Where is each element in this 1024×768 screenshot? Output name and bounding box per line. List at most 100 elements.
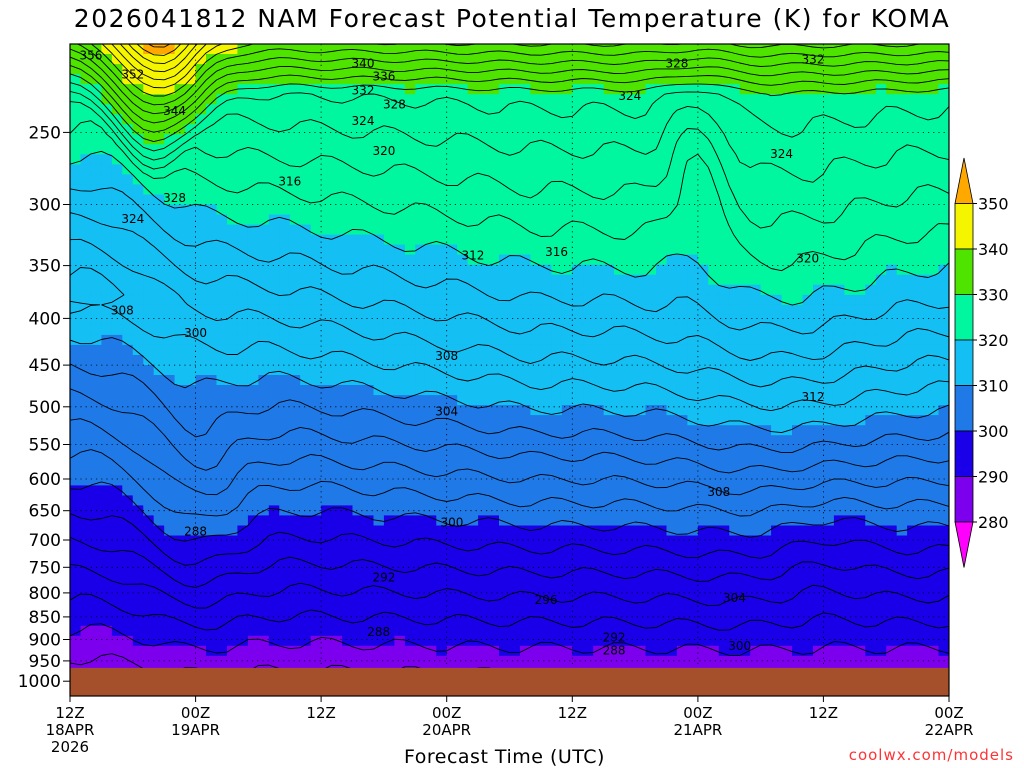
heat-cell: [572, 154, 584, 166]
heat-cell: [111, 635, 124, 647]
heat-cell: [656, 595, 668, 607]
heat-cell: [708, 74, 720, 85]
heat-cell: [771, 605, 783, 617]
heat-cell: [310, 284, 323, 296]
heat-cell: [70, 625, 82, 637]
heat-cell: [624, 435, 636, 447]
heat-cell: [174, 84, 186, 95]
heat-cell: [101, 344, 113, 356]
heat-cell: [425, 184, 438, 196]
heat-cell: [342, 64, 354, 75]
heat-cell: [164, 164, 176, 176]
heat-cell: [645, 74, 657, 85]
heat-cell: [404, 535, 417, 547]
heat-cell: [614, 304, 626, 316]
heat-cell: [404, 425, 417, 437]
heat-cell: [781, 324, 793, 336]
heat-cell: [436, 455, 448, 467]
heat-cell: [415, 344, 427, 356]
heat-cell: [551, 375, 563, 386]
heat-cell: [802, 324, 814, 336]
heat-cell: [132, 274, 145, 286]
heat-cell: [206, 385, 218, 396]
heat-cell: [331, 355, 343, 366]
heat-cell: [478, 435, 490, 447]
heat-cell: [153, 54, 166, 65]
heat-cell: [289, 645, 302, 657]
heat-cell: [185, 505, 197, 517]
heat-cell: [865, 465, 877, 477]
heat-cell: [635, 314, 647, 326]
heat-cell: [415, 214, 427, 226]
heat-cell: [206, 495, 218, 507]
heat-cell: [457, 144, 469, 156]
heat-cell: [90, 355, 103, 366]
heat-cell: [404, 365, 417, 376]
heat-cell: [844, 184, 856, 196]
heat-cell: [666, 425, 678, 437]
heat-cell: [540, 465, 553, 477]
heat-cell: [363, 84, 375, 95]
heat-cell: [614, 134, 626, 146]
heat-cell: [781, 84, 793, 95]
heat-cell: [195, 294, 207, 306]
heat-cell: [122, 375, 134, 386]
heat-cell: [321, 204, 333, 216]
heat-cell: [383, 515, 396, 527]
heat-cell: [509, 254, 521, 266]
heat-cell: [363, 224, 375, 236]
heat-cell: [383, 204, 396, 216]
heat-cell: [844, 565, 856, 577]
heat-cell: [70, 264, 82, 276]
heat-cell: [310, 124, 323, 136]
heat-cell: [216, 214, 228, 226]
heat-cell: [666, 154, 678, 166]
heat-cell: [153, 525, 166, 537]
heat-cell: [80, 334, 92, 346]
heat-cell: [478, 104, 490, 116]
heat-cell: [258, 324, 270, 336]
heat-cell: [373, 525, 385, 537]
heat-cell: [101, 234, 113, 246]
heat-cell: [666, 385, 678, 396]
heat-cell: [624, 515, 636, 527]
heat-cell: [132, 254, 145, 266]
heat-cell: [143, 64, 155, 75]
heat-cell: [132, 344, 145, 356]
heat-cell: [101, 395, 113, 406]
heat-cell: [383, 485, 396, 497]
heat-cell: [289, 294, 302, 306]
heat-cell: [268, 214, 281, 226]
heat-cell: [310, 635, 323, 647]
heat-cell: [111, 535, 124, 547]
heat-cell: [279, 174, 291, 186]
heat-cell: [310, 94, 323, 106]
heat-cell: [708, 164, 720, 176]
heat-cell: [478, 405, 490, 416]
heat-cell: [739, 264, 752, 276]
heat-cell: [90, 134, 103, 146]
heat-cell: [237, 505, 249, 517]
heat-cell: [802, 74, 814, 85]
heat-cell: [813, 525, 825, 537]
heat-cell: [645, 304, 657, 316]
heat-cell: [195, 575, 207, 587]
heat-cell: [237, 124, 249, 136]
heat-cell: [90, 174, 103, 186]
heat-cell: [614, 114, 626, 126]
heat-cell: [708, 355, 720, 366]
heat-cell: [771, 334, 783, 346]
heat-cell: [792, 254, 804, 266]
heat-cell: [331, 555, 343, 567]
heat-cell: [289, 274, 302, 286]
heat-cell: [227, 114, 239, 126]
heat-cell: [174, 645, 186, 657]
heat-cell: [593, 224, 605, 236]
heat-cell: [143, 324, 155, 336]
heat-cell: [143, 475, 155, 487]
heat-cell: [363, 294, 375, 306]
heat-cell: [739, 304, 752, 316]
heat-cell: [792, 545, 804, 557]
heat-cell: [792, 635, 804, 647]
heat-cell: [394, 635, 406, 647]
